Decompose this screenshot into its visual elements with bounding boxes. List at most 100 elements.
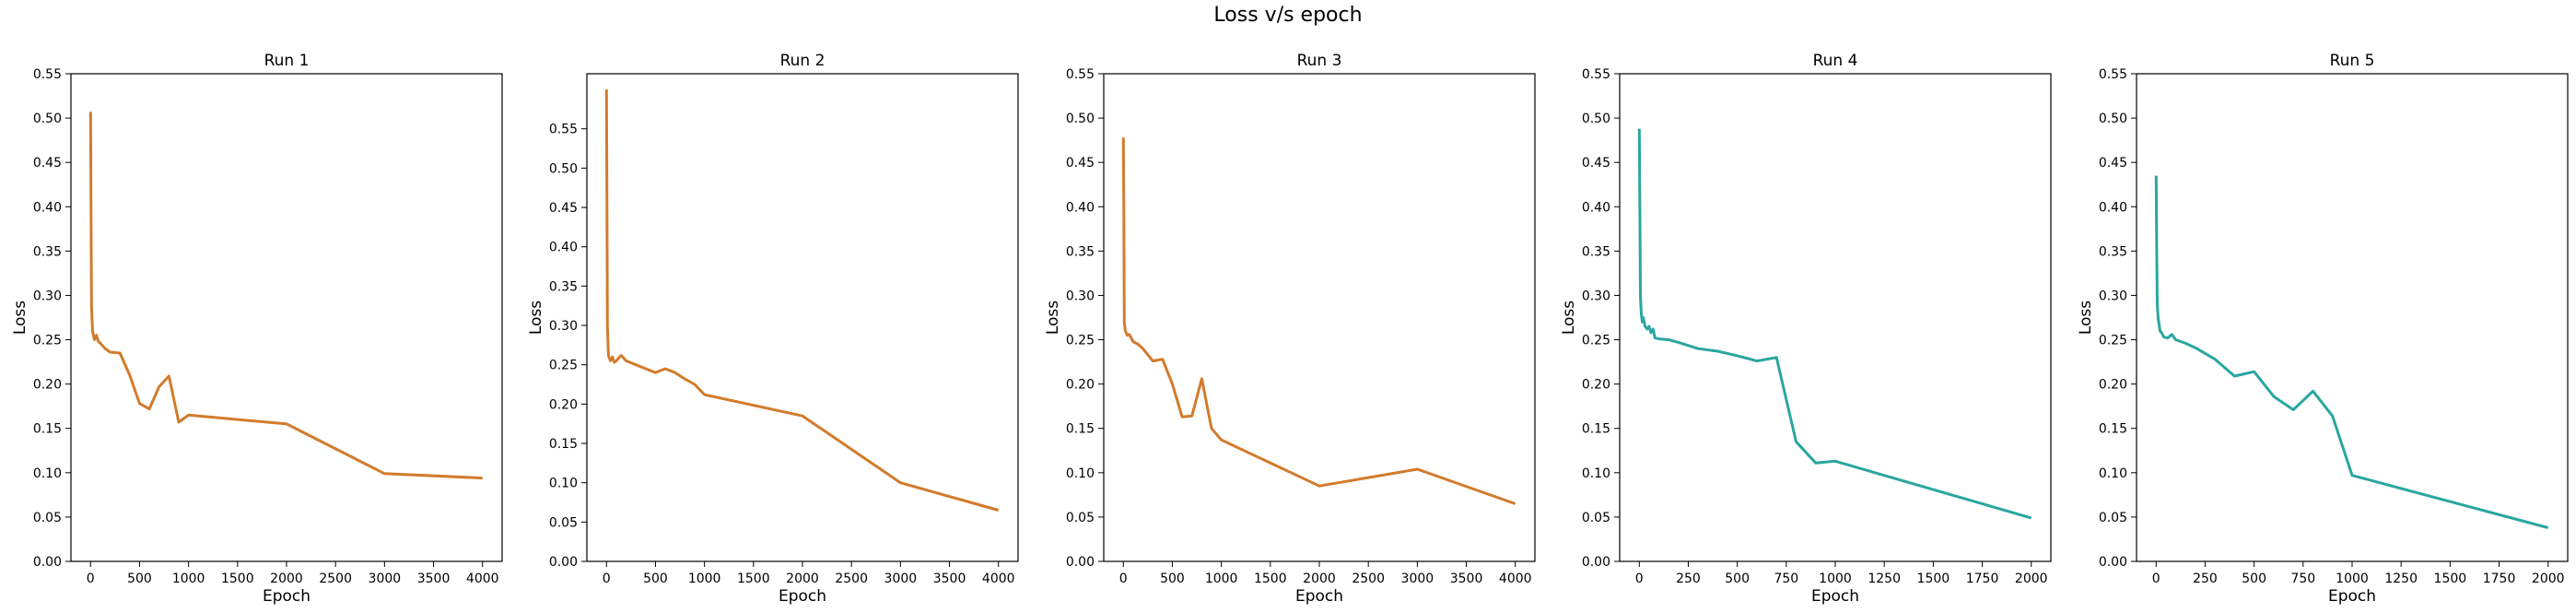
x-tick: 1000 <box>688 561 721 586</box>
y-tick-label: 0.20 <box>1066 378 1095 393</box>
y-tick: 0.10 <box>2099 466 2137 481</box>
x-tick: 500 <box>1725 561 1750 586</box>
y-tick-label: 0.40 <box>1066 200 1095 215</box>
y-tick: 0.55 <box>33 67 71 82</box>
x-tick: 250 <box>2193 561 2218 586</box>
y-tick-label: 0.55 <box>549 123 578 137</box>
x-tick: 3500 <box>1450 561 1482 586</box>
figure-title: Loss v/s epoch <box>1213 4 1363 27</box>
x-tick-label: 1500 <box>1917 572 1950 586</box>
x-tick-label: 2000 <box>1303 572 1336 586</box>
x-tick-label: 250 <box>2193 572 2218 586</box>
subplot-title: Run 3 <box>1297 52 1342 70</box>
y-tick-label: 0.55 <box>1066 67 1095 82</box>
plot-frame <box>586 73 1019 562</box>
x-axis-label: Epoch <box>263 587 310 606</box>
y-tick-label: 0.30 <box>1066 289 1095 303</box>
y-tick-label: 0.05 <box>33 511 62 525</box>
y-tick: 0.40 <box>33 200 71 215</box>
x-tick: 3500 <box>417 561 450 586</box>
y-tick: 0.30 <box>2099 289 2137 303</box>
x-tick-label: 4000 <box>466 572 499 586</box>
y-tick: 0.55 <box>549 123 587 137</box>
x-tick-label: 0 <box>1119 572 1128 586</box>
y-tick-label: 0.05 <box>549 515 578 530</box>
y-tick-label: 0.15 <box>549 437 578 452</box>
y-tick: 0.35 <box>2099 244 2137 259</box>
y-axis-label: Loss <box>527 301 545 335</box>
y-tick-label: 0.45 <box>2099 156 2127 171</box>
x-tick-label: 750 <box>2290 572 2315 586</box>
x-tick: 4000 <box>466 561 499 586</box>
x-tick: 4000 <box>1499 561 1532 586</box>
y-tick: 0.20 <box>549 397 587 412</box>
x-tick-label: 2000 <box>786 572 819 586</box>
y-tick: 0.30 <box>33 289 71 303</box>
x-tick-label: 1500 <box>221 572 254 586</box>
x-tick: 1500 <box>221 561 254 586</box>
x-tick: 4000 <box>982 561 1015 586</box>
x-tick-label: 1000 <box>2336 572 2369 586</box>
y-tick: 0.15 <box>1066 422 1104 437</box>
y-tick: 0.10 <box>549 477 587 491</box>
x-tick-label: 3000 <box>369 572 402 586</box>
y-tick: 0.55 <box>1582 67 1620 82</box>
x-tick-label: 1000 <box>1205 572 1238 586</box>
x-tick: 1500 <box>1254 561 1287 586</box>
x-tick-label: 3000 <box>884 572 918 586</box>
y-tick-label: 0.50 <box>1582 112 1610 126</box>
x-tick: 0 <box>1119 561 1128 586</box>
subplot-title: Run 4 <box>1813 52 1858 70</box>
y-tick-label: 0.20 <box>33 378 62 393</box>
x-tick: 2000 <box>2015 561 2048 586</box>
x-tick: 1500 <box>737 561 770 586</box>
y-tick-label: 0.25 <box>1582 334 1610 348</box>
x-tick-label: 1000 <box>688 572 721 586</box>
x-tick-label: 2000 <box>2015 572 2048 586</box>
y-tick-label: 0.40 <box>549 241 578 255</box>
y-tick: 0.40 <box>1582 200 1620 215</box>
y-tick-label: 0.40 <box>33 200 62 215</box>
y-tick-label: 0.15 <box>2099 422 2127 437</box>
y-tick-label: 0.00 <box>33 555 62 570</box>
y-tick: 0.15 <box>549 437 587 452</box>
y-tick: 0.15 <box>2099 422 2137 437</box>
x-tick-label: 2500 <box>319 572 352 586</box>
x-tick-label: 2000 <box>270 572 303 586</box>
x-tick: 2000 <box>1303 561 1336 586</box>
x-tick-label: 500 <box>2242 572 2266 586</box>
y-tick-label: 0.10 <box>549 477 578 491</box>
y-tick-label: 0.10 <box>1582 466 1610 481</box>
x-tick-label: 2500 <box>1352 572 1385 586</box>
subplot-1: 0 500 1000 1500 2000 2500 3000 3500 4000 0.00 0.05… <box>11 52 503 606</box>
x-tick-label: 1000 <box>1819 572 1852 586</box>
plot-frame <box>1619 73 2052 562</box>
x-tick-label: 4000 <box>1499 572 1532 586</box>
y-tick: 0.35 <box>1582 244 1620 259</box>
series-line <box>2154 175 2549 529</box>
y-axis-label: Loss <box>2077 301 2095 335</box>
x-tick: 1000 <box>172 561 205 586</box>
y-tick-label: 0.05 <box>2099 511 2127 525</box>
y-tick: 0.45 <box>1582 156 1620 171</box>
x-tick: 0 <box>2152 561 2160 586</box>
y-tick-label: 0.05 <box>1066 511 1095 525</box>
y-tick-label: 0.40 <box>2099 200 2127 215</box>
x-tick-label: 2500 <box>835 572 868 586</box>
x-tick: 1250 <box>2384 561 2418 586</box>
y-tick: 0.00 <box>33 555 71 570</box>
y-tick: 0.25 <box>549 359 587 373</box>
y-tick: 0.35 <box>33 244 71 259</box>
x-tick-label: 3500 <box>933 572 966 586</box>
subplot-title: Run 2 <box>780 52 825 70</box>
series-line <box>88 112 483 480</box>
y-tick: 0.50 <box>33 112 71 126</box>
y-tick-label: 0.25 <box>549 359 578 373</box>
subplot-5: 0 250 500 750 1000 1250 1500 1750 2000 0.00 0.05 0.… <box>2077 52 2569 606</box>
x-tick: 750 <box>1774 561 1798 586</box>
y-tick-label: 0.20 <box>2099 378 2127 393</box>
x-tick: 2500 <box>835 561 868 586</box>
y-tick-label: 0.30 <box>1582 289 1610 303</box>
